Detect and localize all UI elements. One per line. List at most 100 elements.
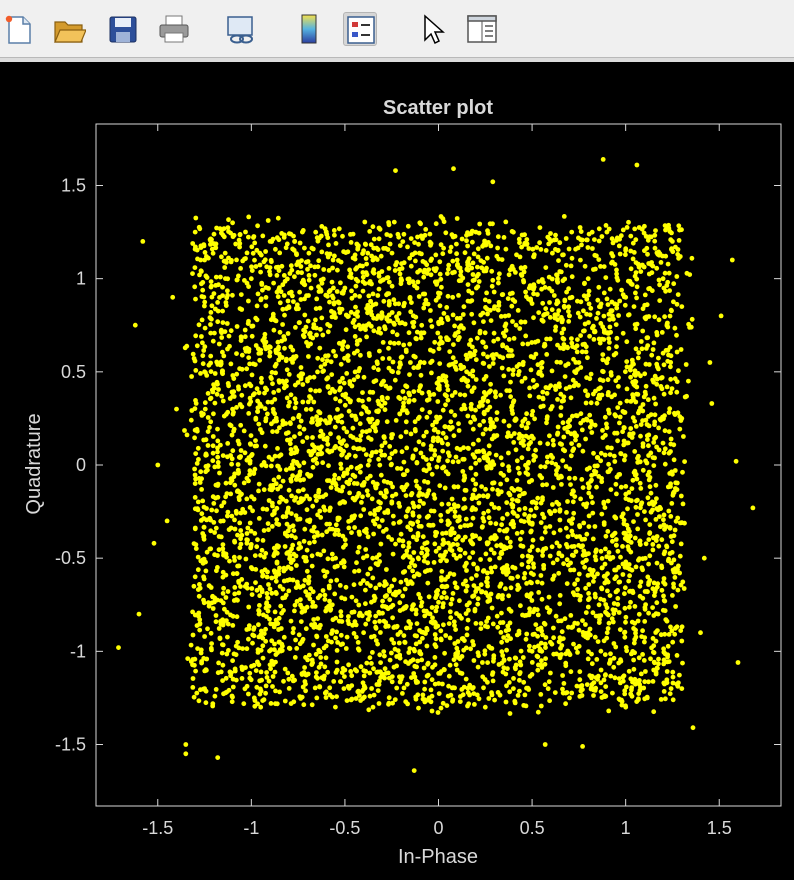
scatter-point (520, 553, 525, 559)
scatter-point (476, 279, 482, 284)
scatter-point (279, 355, 285, 360)
scatter-point (214, 359, 220, 365)
scatter-point (365, 476, 370, 481)
scatter-point (397, 411, 403, 417)
scatter-point (562, 304, 567, 310)
property-inspector-icon[interactable] (465, 12, 499, 46)
scatter-point (376, 401, 382, 407)
scatter-point (246, 214, 252, 220)
open-folder-icon[interactable] (52, 12, 86, 46)
scatter-point (548, 231, 553, 236)
scatter-point (405, 701, 410, 707)
scatter-point (487, 557, 493, 562)
scatter-point (376, 326, 382, 331)
scatter-point (209, 294, 215, 300)
scatter-point (299, 671, 305, 677)
scatter-point (586, 591, 591, 596)
scatter-point (353, 598, 359, 604)
scatter-point (413, 447, 419, 452)
legend-icon[interactable] (343, 12, 377, 46)
scatter-point (654, 506, 660, 511)
scatter-point (465, 243, 470, 249)
scatter-point (345, 353, 351, 359)
scatter-point (217, 226, 223, 232)
scatter-point (324, 251, 330, 256)
print-icon[interactable] (157, 12, 191, 46)
scatter-point (255, 647, 261, 653)
scatter-point (286, 676, 292, 682)
scatter-point (263, 690, 268, 696)
scatter-point (280, 422, 286, 427)
scatter-point (208, 585, 214, 590)
scatter-point (331, 679, 337, 684)
scatter-point (493, 390, 498, 396)
scatter-point (512, 431, 517, 436)
scatter-point (381, 529, 386, 534)
scatter-point (272, 508, 277, 514)
scatter-point (648, 490, 654, 496)
scatter-point (232, 517, 237, 523)
scatter-point (230, 234, 236, 240)
save-icon[interactable] (106, 12, 140, 46)
scatter-point (307, 596, 313, 602)
scatter-point (520, 362, 526, 368)
scatter-point (310, 419, 315, 425)
scatter-point (478, 582, 484, 588)
scatter-point (334, 694, 339, 699)
scatter-point (667, 313, 673, 319)
scatter-point (438, 669, 444, 675)
link-plot-icon[interactable] (224, 12, 258, 46)
scatter-point (216, 626, 222, 631)
scatter-point (259, 547, 265, 553)
scatter-point (366, 707, 372, 713)
scatter-point (634, 476, 640, 482)
scatter-point (572, 592, 577, 598)
scatter-point (677, 414, 683, 419)
scatter-point (309, 662, 315, 667)
scatter-point (652, 314, 658, 320)
scatter-point (188, 642, 194, 648)
pointer-icon[interactable] (415, 12, 449, 46)
new-figure-icon[interactable] (2, 12, 36, 46)
scatter-point (208, 546, 214, 552)
scatter-point (586, 485, 592, 491)
figure-toolbar (0, 0, 794, 62)
scatter-point (476, 696, 482, 702)
scatter-point (529, 301, 535, 306)
scatter-point (258, 269, 263, 275)
scatter-point (378, 472, 384, 478)
scatter-point (246, 355, 252, 360)
scatter-point (632, 468, 638, 474)
scatter-point (655, 581, 661, 587)
scatter-point (523, 703, 529, 709)
scatter-point (514, 252, 519, 258)
scatter-point (288, 392, 294, 398)
scatter-point (238, 266, 244, 271)
scatter-point (320, 460, 326, 466)
scatter-point (571, 510, 577, 516)
scatter-point (662, 526, 667, 532)
scatter-point (223, 480, 229, 486)
colorbar-icon[interactable] (292, 12, 326, 46)
scatter-point (485, 575, 490, 581)
scatter-point (581, 502, 586, 507)
scatter-point (360, 288, 366, 294)
scatter-point (286, 588, 292, 594)
scatter-point (454, 216, 460, 221)
scatter-point (531, 561, 536, 567)
scatter-point (568, 395, 574, 401)
scatter-point (675, 587, 681, 593)
scatter-point (202, 303, 207, 309)
scatter-point (465, 267, 471, 273)
scatter-point (498, 581, 504, 587)
scatter-point (211, 501, 217, 506)
scatter-point (458, 272, 463, 278)
scatter-point (255, 291, 261, 297)
scatter-point (407, 398, 412, 403)
scatter-point (656, 277, 662, 283)
scatter-point (565, 429, 571, 435)
scatter-point (522, 692, 528, 698)
scatter-point (352, 667, 358, 673)
scatter-point (303, 259, 309, 265)
scatter-point (216, 534, 222, 539)
